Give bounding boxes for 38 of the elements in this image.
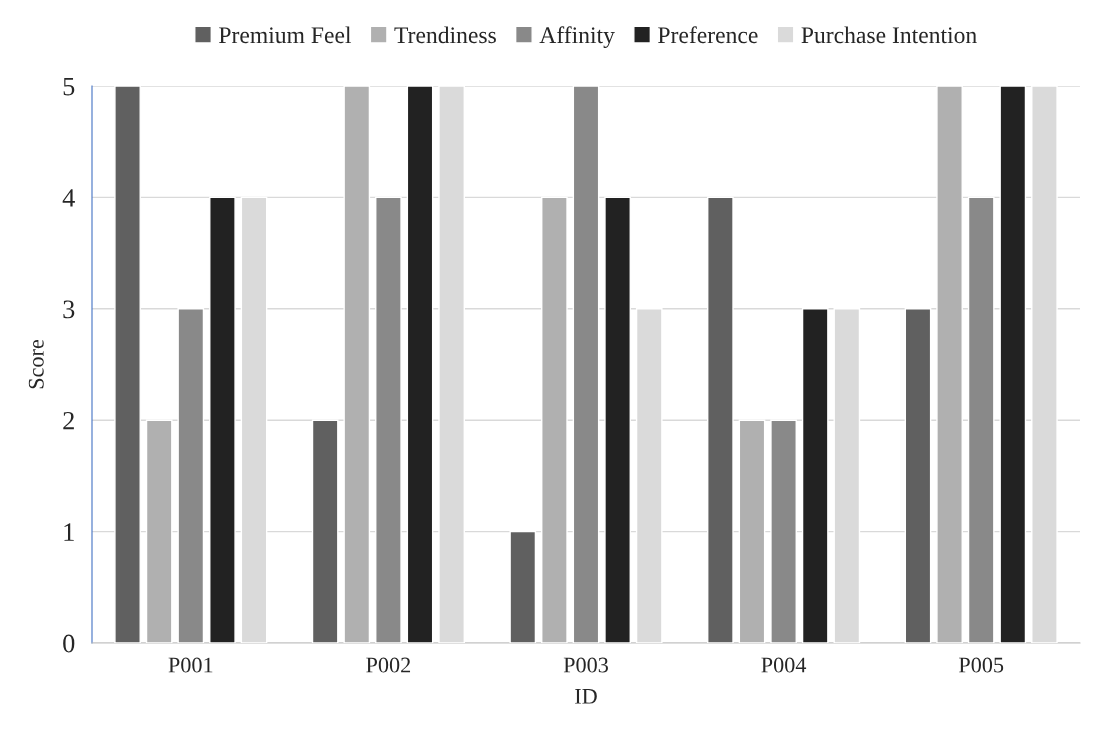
legend-label: Premium Feel	[219, 26, 352, 44]
y-tick-label: 2	[63, 411, 74, 430]
bar	[541, 196, 568, 643]
bar	[936, 86, 963, 643]
bar	[904, 308, 932, 643]
bar	[209, 196, 236, 643]
bar	[177, 308, 205, 643]
y-tick-label: 5	[63, 77, 75, 96]
y-tick-label: 3	[63, 300, 75, 319]
legend-label: Affinity	[539, 26, 615, 49]
x-tick-label: P001	[168, 657, 213, 673]
bar	[114, 86, 141, 643]
y-tick-label: 1	[64, 523, 74, 541]
y-axis-title: Score	[28, 339, 44, 389]
x-tick-label: P003	[563, 657, 608, 673]
bar	[770, 419, 797, 643]
bar	[604, 196, 631, 643]
x-tick-label: P004	[761, 657, 807, 673]
y-tick-label: 0	[63, 634, 75, 653]
bar	[343, 86, 371, 643]
bar	[967, 196, 995, 643]
bar	[999, 86, 1027, 643]
bar	[738, 419, 766, 643]
y-tick-label: 4	[62, 189, 75, 207]
bar	[801, 308, 829, 643]
bar	[707, 196, 734, 643]
legend-label: Purchase Intention	[801, 26, 977, 44]
legend-label: Trendiness	[394, 26, 496, 44]
x-axis-title: ID	[575, 689, 597, 704]
x-tick-label: P002	[366, 657, 411, 673]
bar	[509, 530, 537, 643]
legend-label: Preference	[658, 26, 758, 44]
x-tick-label: P005	[958, 657, 1004, 673]
bar	[406, 86, 434, 643]
bar	[572, 86, 600, 643]
bar	[145, 419, 173, 643]
bar	[311, 419, 339, 643]
bar	[375, 196, 402, 643]
